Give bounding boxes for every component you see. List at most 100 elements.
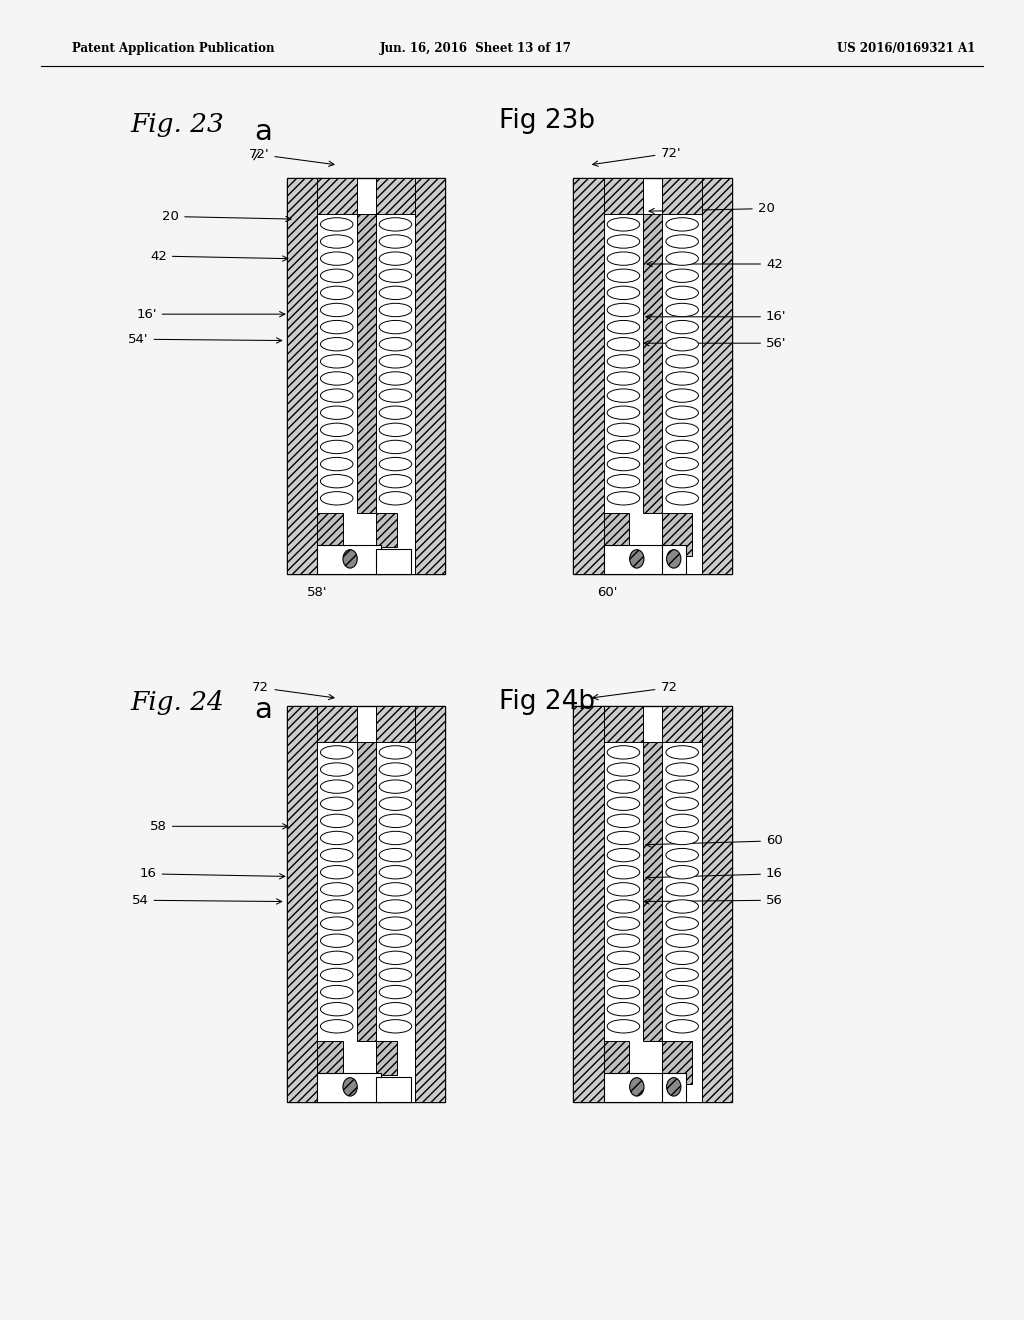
Ellipse shape	[666, 304, 698, 317]
Ellipse shape	[666, 952, 698, 965]
Ellipse shape	[666, 286, 698, 300]
Bar	[376, 513, 397, 546]
Ellipse shape	[607, 321, 640, 334]
Bar	[287, 706, 316, 1102]
Ellipse shape	[321, 849, 353, 862]
Text: 20: 20	[163, 210, 291, 223]
Bar	[603, 1073, 668, 1102]
Bar	[376, 549, 412, 574]
Ellipse shape	[321, 407, 353, 420]
Ellipse shape	[379, 952, 412, 965]
Ellipse shape	[321, 917, 353, 931]
Bar	[356, 742, 376, 1040]
Ellipse shape	[666, 252, 698, 265]
Text: 56: 56	[644, 894, 782, 907]
Ellipse shape	[379, 355, 412, 368]
Bar	[603, 513, 643, 574]
Ellipse shape	[666, 389, 698, 403]
Text: 58: 58	[151, 820, 288, 833]
Bar	[603, 178, 643, 214]
Text: Patent Application Publication: Patent Application Publication	[72, 42, 274, 54]
Ellipse shape	[379, 321, 412, 334]
Ellipse shape	[607, 474, 640, 488]
Ellipse shape	[666, 849, 698, 862]
Ellipse shape	[379, 969, 412, 982]
Bar	[376, 1040, 416, 1102]
Text: 72: 72	[593, 681, 678, 700]
Ellipse shape	[666, 780, 698, 793]
Text: Fig. 24: Fig. 24	[130, 690, 224, 714]
Ellipse shape	[607, 269, 640, 282]
Bar	[376, 1040, 397, 1074]
Text: 56': 56'	[644, 337, 786, 350]
Bar	[376, 513, 416, 574]
Ellipse shape	[321, 269, 353, 282]
Ellipse shape	[379, 286, 412, 300]
Ellipse shape	[321, 389, 353, 403]
Bar	[603, 513, 630, 556]
Ellipse shape	[666, 218, 698, 231]
Ellipse shape	[666, 372, 698, 385]
Text: 42: 42	[151, 249, 288, 263]
Ellipse shape	[666, 269, 698, 282]
Text: 60': 60'	[597, 586, 617, 599]
Text: 72': 72'	[249, 148, 334, 166]
Ellipse shape	[321, 883, 353, 896]
Bar	[573, 706, 732, 1102]
Ellipse shape	[666, 1002, 698, 1016]
Ellipse shape	[607, 286, 640, 300]
Text: 54': 54'	[128, 333, 282, 346]
Ellipse shape	[607, 372, 640, 385]
Text: 42: 42	[647, 257, 782, 271]
Ellipse shape	[379, 986, 412, 999]
Ellipse shape	[321, 218, 353, 231]
Bar	[603, 706, 643, 742]
Ellipse shape	[379, 1019, 412, 1034]
Ellipse shape	[607, 917, 640, 931]
Ellipse shape	[379, 746, 412, 759]
Ellipse shape	[607, 1002, 640, 1016]
Text: 72: 72	[252, 681, 334, 700]
Ellipse shape	[321, 746, 353, 759]
Ellipse shape	[379, 269, 412, 282]
Bar	[316, 513, 356, 574]
Ellipse shape	[379, 458, 412, 471]
Ellipse shape	[666, 321, 698, 334]
Ellipse shape	[666, 986, 698, 999]
Ellipse shape	[379, 849, 412, 862]
Ellipse shape	[607, 441, 640, 454]
Bar	[603, 1040, 643, 1102]
Ellipse shape	[666, 814, 698, 828]
Ellipse shape	[379, 424, 412, 437]
Ellipse shape	[666, 832, 698, 845]
Ellipse shape	[666, 1019, 698, 1034]
Ellipse shape	[607, 389, 640, 403]
Bar	[643, 214, 663, 513]
Ellipse shape	[321, 372, 353, 385]
Ellipse shape	[379, 797, 412, 810]
Bar	[663, 1040, 702, 1102]
Text: 16: 16	[646, 867, 782, 880]
Ellipse shape	[607, 458, 640, 471]
Text: Fig. 23: Fig. 23	[130, 112, 224, 136]
Text: 54: 54	[132, 894, 282, 907]
Ellipse shape	[379, 304, 412, 317]
Ellipse shape	[666, 474, 698, 488]
Ellipse shape	[321, 338, 353, 351]
Bar	[573, 706, 603, 1102]
Ellipse shape	[379, 441, 412, 454]
Ellipse shape	[666, 900, 698, 913]
Text: 72': 72'	[593, 147, 681, 166]
Text: a: a	[254, 696, 271, 725]
Ellipse shape	[321, 969, 353, 982]
Text: Fig 24b: Fig 24b	[499, 689, 595, 715]
Ellipse shape	[379, 832, 412, 845]
Circle shape	[667, 1077, 681, 1096]
Ellipse shape	[607, 355, 640, 368]
Ellipse shape	[666, 235, 698, 248]
Ellipse shape	[607, 814, 640, 828]
Ellipse shape	[666, 866, 698, 879]
Ellipse shape	[321, 424, 353, 437]
Ellipse shape	[666, 338, 698, 351]
Ellipse shape	[379, 372, 412, 385]
